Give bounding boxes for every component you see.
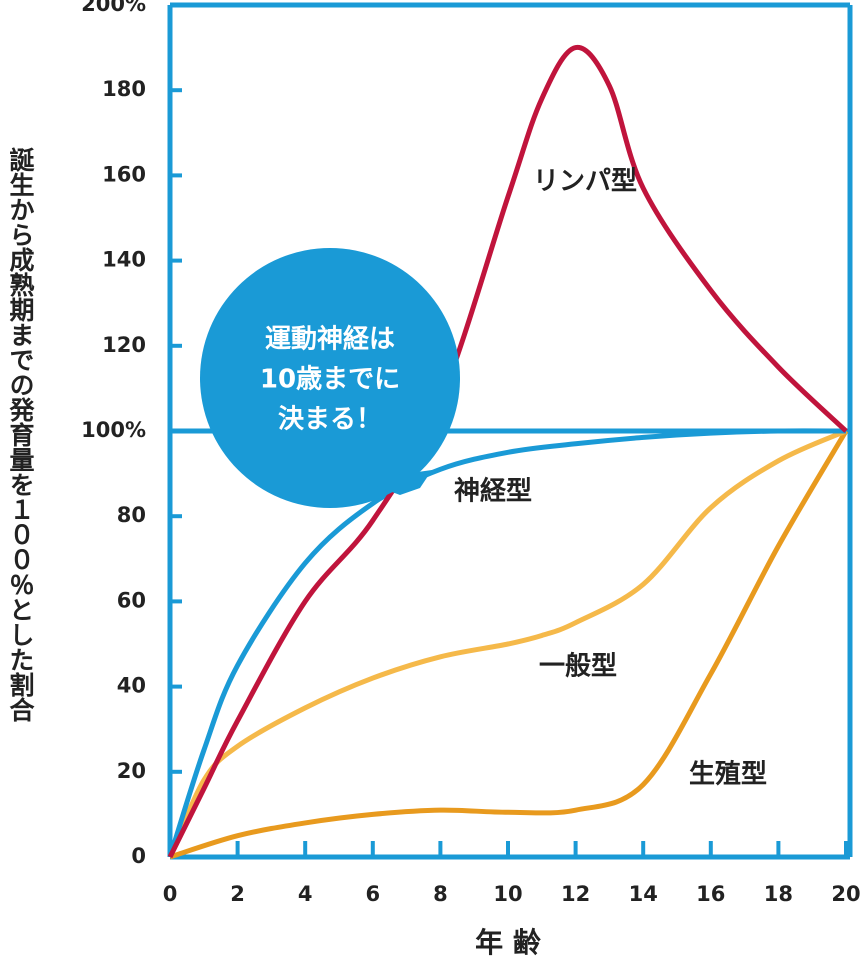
x-tick-label: 16	[696, 882, 725, 906]
legend-label: リンパ型	[533, 167, 637, 197]
y-tick-label: 160	[102, 162, 146, 186]
y-tick-label: 140	[102, 248, 146, 272]
x-tick-label: 12	[561, 882, 590, 906]
y-tick-label: 200%	[81, 0, 146, 16]
y-tick-label: 80	[117, 503, 146, 527]
x-tick-label: 4	[298, 882, 313, 906]
callout-bubble	[200, 248, 460, 508]
x-tick-label: 0	[163, 882, 178, 906]
legend-label: 一般型	[539, 652, 617, 682]
y-tick-label: 100%	[81, 418, 146, 442]
y-tick-label: 20	[117, 759, 146, 783]
x-tick-label: 18	[764, 882, 793, 906]
x-tick-label: 20	[831, 882, 860, 906]
callout-text: 運動神経は	[265, 324, 395, 355]
y-tick-label: 60	[117, 588, 146, 612]
callout-text: 10歳までに	[260, 365, 400, 395]
x-tick-label: 6	[365, 882, 380, 906]
series-line	[169, 429, 849, 860]
callout-tail	[360, 470, 432, 495]
x-tick-label: 14	[629, 882, 658, 906]
x-tick-label: 8	[433, 882, 448, 906]
x-tick-label: 2	[230, 882, 245, 906]
x-tick-label: 10	[493, 882, 522, 906]
legend-label: 神経型	[454, 476, 532, 507]
callout-text: 決まる！	[278, 405, 382, 435]
legend-label: 生殖型	[689, 759, 767, 790]
y-tick-label: 120	[102, 333, 146, 357]
series-line	[167, 428, 847, 858]
y-tick-label: 0	[131, 844, 146, 868]
y-tick-label: 40	[117, 674, 146, 698]
y-tick-label: 180	[102, 77, 146, 101]
series-line	[167, 428, 848, 859]
y-axis-label: 誕生から成熟期までの発育量を１００％とした割合	[6, 146, 35, 722]
x-axis-label: 年 齢	[475, 926, 541, 959]
series-line	[167, 45, 848, 859]
